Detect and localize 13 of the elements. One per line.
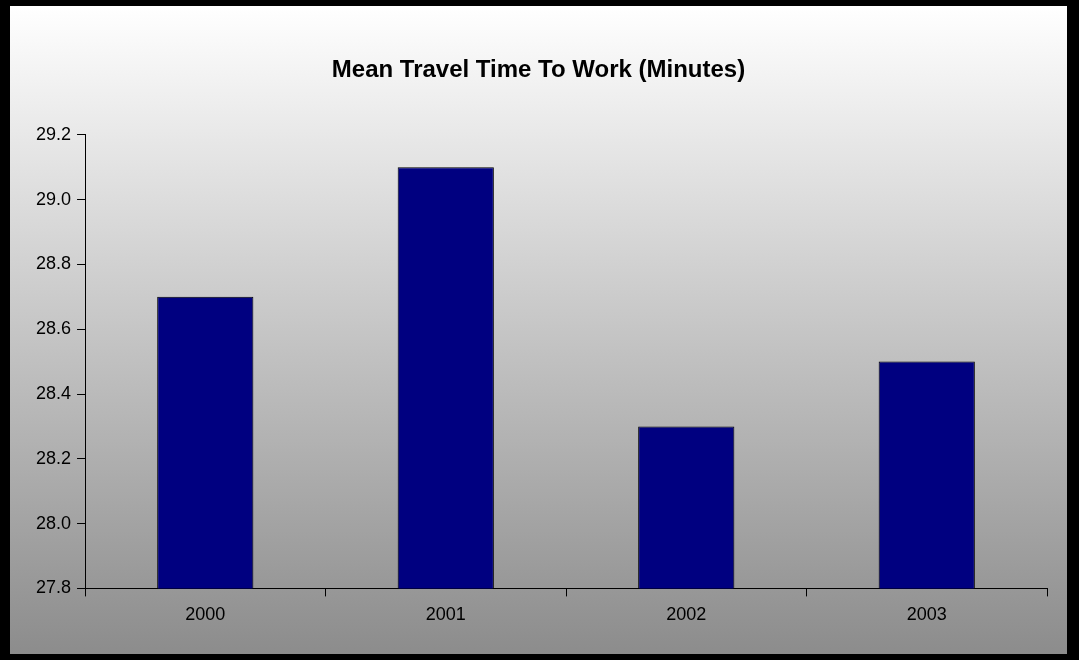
x-tick-label: 2000 <box>185 604 226 625</box>
chart-title: Mean Travel Time To Work (Minutes) <box>331 55 746 83</box>
y-tick-label: 29.0 <box>35 188 72 209</box>
x-tick-label: 2003 <box>906 604 947 625</box>
y-tick-label: 29.2 <box>35 123 72 144</box>
y-tick-label: 28.4 <box>35 382 72 403</box>
y-tick-label: 28.8 <box>35 253 72 274</box>
x-tick-label: 2001 <box>425 604 466 625</box>
x-tick-label: 2002 <box>666 604 707 625</box>
y-tick-label: 27.8 <box>35 577 72 598</box>
y-tick-label: 28.6 <box>35 318 72 339</box>
y-tick-label: 28.2 <box>35 447 72 468</box>
y-tick-label: 28.0 <box>35 512 72 533</box>
